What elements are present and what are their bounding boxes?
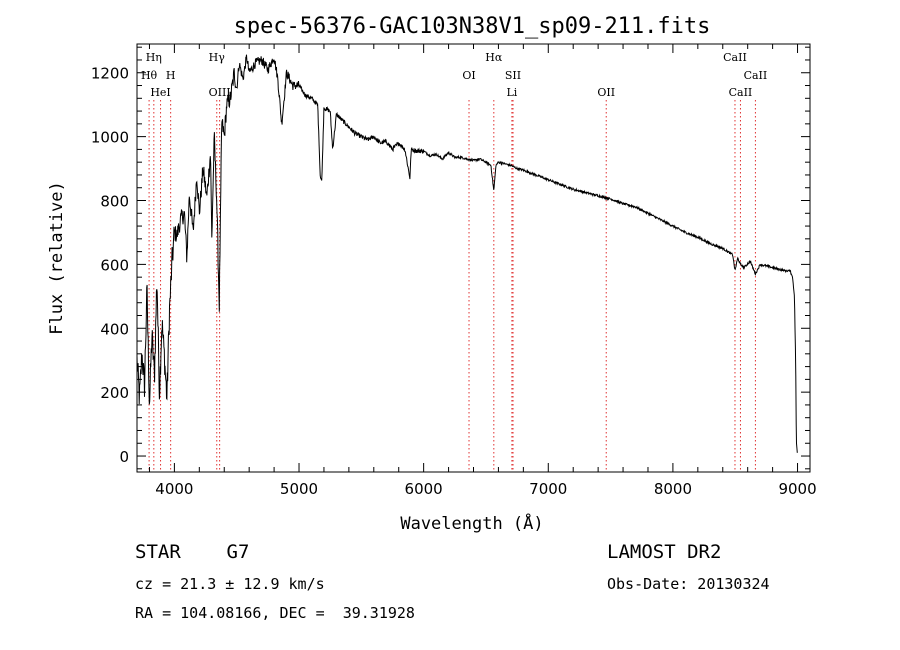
line-label: CaII xyxy=(744,69,768,82)
y-tick-label: 1000 xyxy=(91,129,129,147)
line-label: HeI xyxy=(150,86,170,99)
line-label: OIII xyxy=(209,86,231,99)
x-tick-label: 4000 xyxy=(155,480,193,498)
line-label: OII xyxy=(597,86,615,99)
survey-name: LAMOST DR2 xyxy=(607,541,722,563)
line-label: Hα xyxy=(485,51,503,64)
y-axis-label: Flux (relative) xyxy=(47,181,67,335)
y-tick-label: 400 xyxy=(100,320,129,338)
coordinates: RA = 104.08166, DEC = 39.31928 xyxy=(135,604,415,622)
x-tick-label: 5000 xyxy=(280,480,318,498)
observation-date: Obs-Date: 20130324 xyxy=(607,575,770,593)
y-tick-label: 600 xyxy=(100,256,129,274)
line-label: CaII xyxy=(729,86,753,99)
y-tick-label: 800 xyxy=(100,193,129,211)
y-tick-label: 200 xyxy=(100,384,129,402)
line-label: SII xyxy=(505,69,521,82)
y-tick-label: 0 xyxy=(119,448,129,466)
y-tick-label: 1200 xyxy=(91,65,129,83)
x-axis-label: Wavelength (Å) xyxy=(400,512,543,534)
line-label: OI xyxy=(462,69,475,82)
line-label: Li xyxy=(506,86,517,99)
x-tick-label: 6000 xyxy=(405,480,443,498)
line-label: Hγ xyxy=(209,51,226,64)
line-label: H xyxy=(166,69,176,82)
chart-title: spec-56376-GAC103N38V1_sp09-211.fits xyxy=(234,14,711,39)
line-label: Hη xyxy=(146,51,162,64)
spectrum-line xyxy=(136,54,798,453)
x-tick-label: 8000 xyxy=(654,480,692,498)
line-label: Hθ xyxy=(141,69,158,82)
x-tick-label: 7000 xyxy=(529,480,567,498)
plot-frame xyxy=(136,43,811,473)
object-class: STAR G7 xyxy=(135,541,250,563)
line-label: CaII xyxy=(723,51,747,64)
axis-ticks: 4000 5000 6000 7000 8000 9000 0 200 400 600 800 100… xyxy=(91,44,817,498)
redshift-info: cz = 21.3 ± 12.9 km/s xyxy=(135,575,325,593)
x-tick-label: 9000 xyxy=(778,480,816,498)
emission-line-markers: Hη Hθ H HeI Hγ OIII Hα OI SII Li OII CaII CaII CaII xyxy=(141,51,767,472)
